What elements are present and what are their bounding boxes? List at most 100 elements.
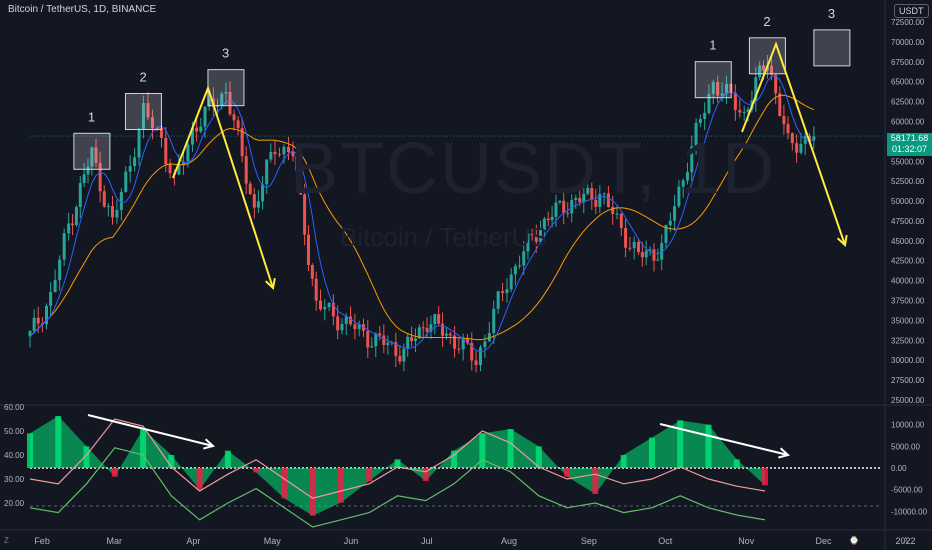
auto-scale-button[interactable]: A [903, 536, 909, 545]
candle-body [252, 194, 256, 208]
candle-body [808, 136, 812, 141]
price-tick-label: 60000.00 [891, 117, 925, 126]
candle-body [273, 151, 277, 155]
candle-body [505, 289, 509, 294]
histogram-bar [592, 468, 599, 494]
candle-body [94, 147, 98, 163]
time-tick-label: Aug [501, 536, 517, 546]
candle-body [159, 128, 163, 138]
price-tick-label: 70000.00 [891, 38, 925, 47]
time-tick-label: 2022 [895, 536, 915, 546]
candle-body [570, 200, 574, 214]
watermark-name: Bitcoin / TetherUS [340, 222, 548, 252]
histogram-bar [507, 429, 514, 468]
candle-body [133, 157, 137, 167]
candle-body [711, 82, 715, 94]
candle-body [501, 291, 505, 294]
candle-body [67, 223, 71, 234]
last-price: 58171.68 [890, 133, 929, 143]
chart-title: Bitcoin / TetherUS, 1D, BINANCE [8, 4, 157, 15]
candle-body [220, 93, 224, 106]
candle-body [812, 136, 816, 141]
candle-body [586, 187, 590, 194]
oscillator-tick-label: -10000.00 [891, 507, 928, 516]
candle-body [146, 103, 150, 118]
histogram-bar [451, 450, 458, 468]
oscillator-tick-label: 5000.00 [891, 442, 920, 451]
divergence-arrow-head [203, 438, 216, 450]
candle-body [78, 183, 82, 208]
candle-body [224, 91, 228, 94]
candle-body [261, 184, 265, 202]
time-tick-label: Nov [738, 536, 755, 546]
candle-body [155, 128, 159, 130]
candle-body [656, 259, 660, 261]
candle-body [295, 156, 299, 171]
candle-body [425, 328, 429, 332]
candle-body [195, 127, 199, 132]
yellow-projection-arrow [172, 85, 274, 289]
price-tick-label: 50000.00 [891, 197, 925, 206]
candle-body [526, 233, 530, 252]
candle-body [707, 93, 711, 113]
candle-body [417, 327, 421, 339]
oscillator-left-tick-label: 30.00 [4, 475, 25, 484]
candle-body [550, 216, 554, 221]
histogram-bar [111, 468, 118, 477]
candle-body [353, 324, 357, 330]
price-tick-label: 47500.00 [891, 217, 925, 226]
price-tick-label: 32500.00 [891, 336, 925, 345]
candle-body [522, 251, 526, 266]
candle-body [314, 278, 318, 301]
candle-body [168, 164, 172, 174]
top-highlight-box [813, 29, 851, 67]
time-tick-label: Feb [34, 536, 50, 546]
candle-body [28, 330, 32, 337]
candle-body [141, 103, 145, 129]
candle-body [256, 201, 260, 208]
time-tick-label: Jul [421, 536, 433, 546]
histogram-bar [224, 450, 231, 468]
candle-body [483, 341, 487, 348]
candle-body [574, 198, 578, 201]
candle-body [394, 342, 398, 356]
price-tick-label: 27500.00 [891, 376, 925, 385]
candle-body [461, 338, 465, 350]
candle-body [286, 146, 290, 152]
candle-body [648, 249, 652, 251]
candle-body [668, 220, 672, 226]
top-highlight-box [207, 69, 245, 107]
currency-selector[interactable]: USDT [894, 4, 929, 18]
candle-body [49, 292, 53, 306]
top-highlight-box [694, 61, 732, 99]
candle-body [323, 306, 327, 310]
candle-body [340, 323, 344, 331]
candle-body [681, 180, 685, 187]
candle-body [754, 77, 758, 101]
time-tick-label: Dec [816, 536, 833, 546]
candle-body [366, 330, 370, 348]
candle-body [53, 280, 57, 293]
candle-body [74, 207, 78, 225]
candle-body [562, 200, 566, 214]
oscillator-left-tick-label: 60.00 [4, 403, 25, 412]
candle-body [716, 82, 720, 96]
price-tick-label: 52500.00 [891, 177, 925, 186]
candle-body [660, 242, 664, 260]
zoom-icon[interactable]: Z [4, 536, 9, 545]
candle-body [111, 206, 115, 218]
candle-body [228, 91, 232, 115]
oscillator-tick-label: -5000.00 [891, 486, 923, 495]
candle-body [624, 227, 628, 248]
wave-count-label: 1 [709, 38, 716, 53]
candle-body [685, 172, 689, 181]
time-tick-label: Mar [107, 536, 123, 546]
candle-body [492, 308, 496, 334]
candle-body [478, 347, 482, 365]
clock-icon[interactable]: ⌚ [849, 536, 859, 545]
histogram-bar [620, 455, 627, 468]
price-tick-label: 67500.00 [891, 58, 925, 67]
candle-body [429, 324, 433, 332]
price-tick-label: 55000.00 [891, 157, 925, 166]
